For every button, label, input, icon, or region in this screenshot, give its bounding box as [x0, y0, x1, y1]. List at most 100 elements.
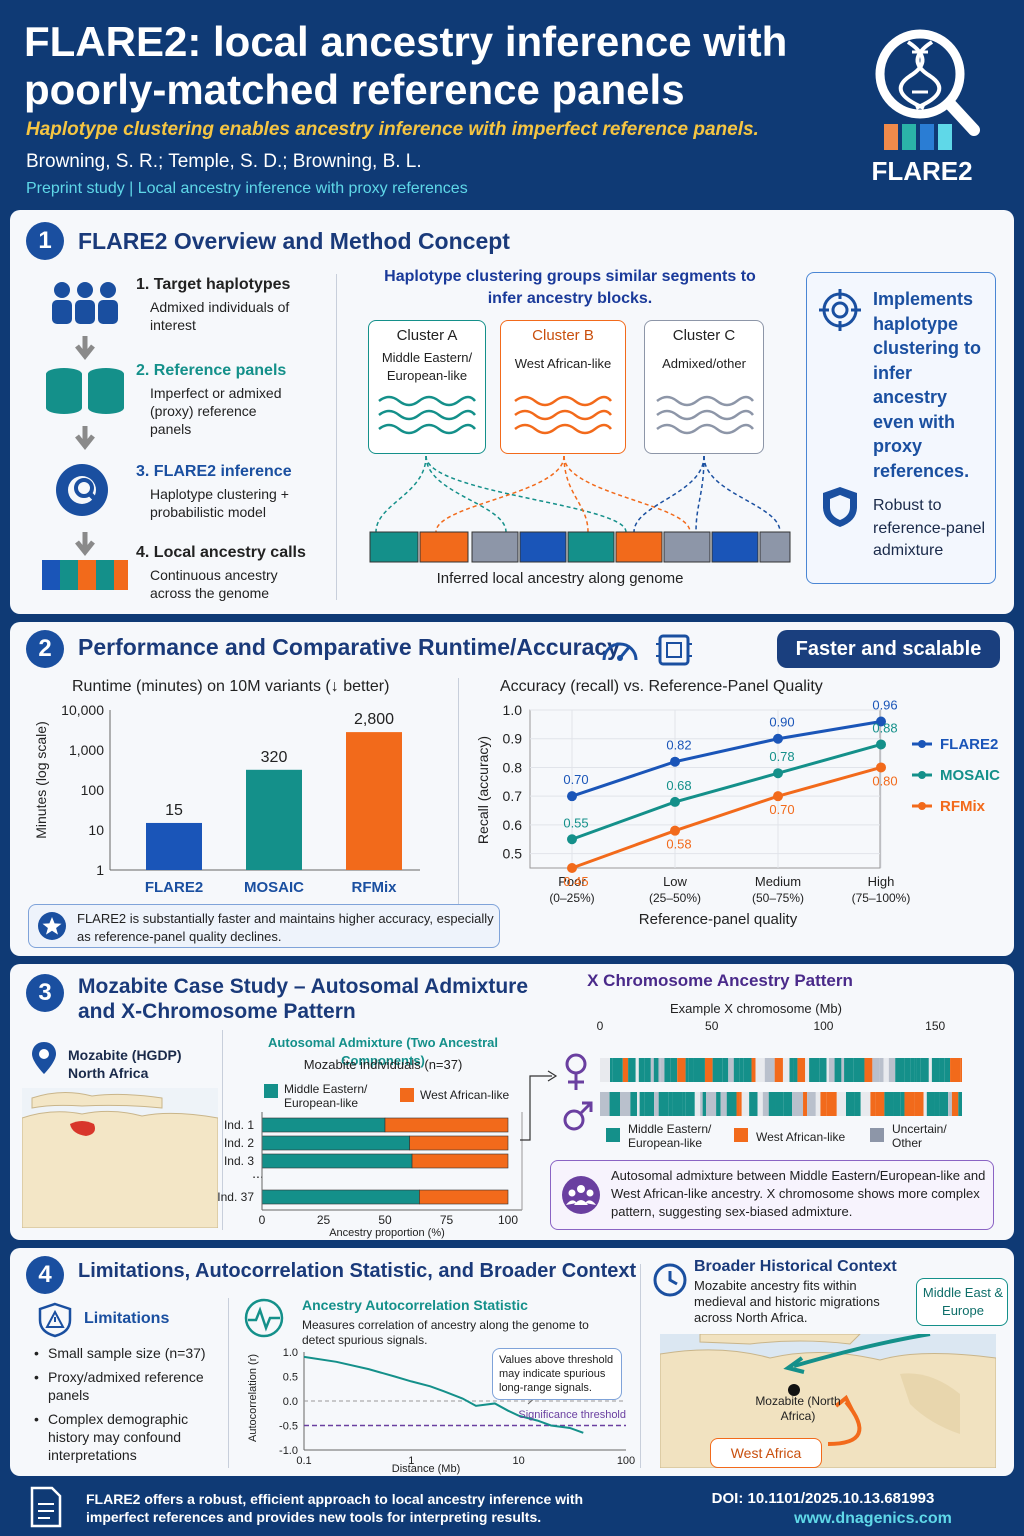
auto-x-tick: 10: [513, 1455, 525, 1467]
x-legend-label-me: Middle Eastern/ European-like: [628, 1122, 712, 1150]
accuracy-chart: Recall (accuracy) Reference-panel qualit…: [475, 700, 1000, 928]
accuracy-point-label: 0.78: [769, 749, 794, 764]
accuracy-x-range: (50–75%): [752, 891, 804, 905]
accuracy-point-label: 0.88: [872, 720, 897, 735]
auto-y-tick: 0.5: [283, 1372, 298, 1384]
auto-annotation-text: Values above threshold may indicate spur…: [499, 1354, 614, 1394]
footer-url[interactable]: www.dnagenics.com: [794, 1510, 952, 1527]
admix-x-axis-label: Ancestry proportion (%): [329, 1227, 445, 1239]
map-label: Mozabite (HGDP) North Africa: [68, 1047, 182, 1081]
cluster-c-desc: Admixed/other: [662, 356, 746, 371]
runtime-y-tick: 100: [81, 782, 105, 798]
ancestry-bar-icon: [42, 560, 128, 590]
admix-y-tick: Ind. 3: [224, 1154, 254, 1168]
accuracy-point-label: 0.96: [872, 700, 897, 712]
auto-y-tick: -1.0: [279, 1445, 298, 1457]
limitation-1: Small sample size (n=37): [48, 1345, 206, 1361]
runtime-bar: [146, 822, 202, 870]
auto-title: Ancestry Autocorrelation Statistic: [302, 1297, 528, 1313]
admix-x-tick: 25: [317, 1213, 331, 1227]
section-number: 2: [26, 630, 64, 668]
runtime-bar-value: 15: [165, 802, 183, 819]
footer-doi[interactable]: DOI: 10.1101/2025.10.13.681993: [711, 1490, 935, 1507]
divider: [222, 1030, 223, 1230]
x-callout-text: Autosomal admixture between Middle Easte…: [611, 1168, 986, 1219]
section-title: Mozabite Case Study – Autosomal Admixtur…: [78, 975, 529, 1023]
accuracy-point: [670, 825, 680, 836]
x-legend-swatch-wa: [734, 1128, 748, 1142]
legend-marker: [918, 740, 926, 748]
callout-robust-text: Robust to reference-panel admixture: [873, 497, 986, 559]
accuracy-chart-title: Accuracy (recall) vs. Reference-Panel Qu…: [500, 678, 823, 695]
context-desc: Mozabite ancestry fits within medieval a…: [694, 1278, 880, 1325]
runtime-bar-value: 320: [261, 749, 288, 766]
admix-x-tick: 100: [498, 1213, 518, 1227]
runtime-y-tick: 10: [88, 822, 104, 838]
callout-main-text: Implements haplotype clustering to infer…: [873, 289, 982, 481]
accuracy-point-label: 0.80: [872, 773, 897, 788]
accuracy-point: [773, 733, 783, 744]
accuracy-point: [567, 834, 577, 845]
autocorrelation-chart: Autocorrelation (r) Distance (Mb) 1.0 0.5…: [247, 1347, 635, 1475]
dna-magnifier-logo-icon: [875, 29, 980, 150]
x-callout: Autosomal admixture between Middle Easte…: [550, 1160, 994, 1230]
accuracy-x-range: (75–100%): [852, 891, 911, 905]
wave-icon: [378, 395, 476, 435]
runtime-x-tick: FLARE2: [145, 879, 203, 896]
x-chrom-title: X Chromosome Ancestry Pattern: [587, 971, 853, 990]
section-limitations: 4 Limitations, Autocorrelation Statistic…: [10, 1248, 1014, 1476]
admix-chart-title: Autosomal Admixture (Two Ancestral Compo…: [268, 1035, 498, 1068]
section-number: 4: [26, 1256, 64, 1294]
admix-bar-segment: [409, 1135, 509, 1151]
divider: [640, 1264, 641, 1468]
auto-desc: Measures correlation of ancestry along t…: [302, 1318, 589, 1347]
connector-arrow: [520, 1070, 558, 1141]
admix-gap: ...: [252, 1165, 264, 1181]
document-icon: [30, 1486, 62, 1528]
cluster-arrows: [369, 455, 791, 563]
migration-map: [660, 1334, 996, 1468]
map-me-label-box: Middle East & Europe: [916, 1278, 1008, 1326]
admix-bar-segment: [261, 1117, 386, 1133]
admix-bar-segment: [411, 1153, 509, 1169]
auto-y-tick: -0.5: [279, 1421, 298, 1433]
threshold-label: Significance threshold: [518, 1409, 626, 1421]
accuracy-y-tick: 1.0: [503, 702, 523, 718]
admix-x-tick: 75: [440, 1213, 454, 1227]
people-icon: [52, 282, 118, 324]
limitations-title: Limitations: [84, 1310, 170, 1327]
admix-bar-segment: [261, 1153, 413, 1169]
runtime-bar: [346, 732, 402, 870]
accuracy-point-label: 0.68: [666, 778, 691, 793]
bullet: •: [34, 1411, 39, 1427]
accuracy-x-tick: Medium: [755, 874, 801, 889]
speedometer-icon: [602, 642, 638, 661]
x-chrom-tick: 100: [813, 1019, 833, 1033]
divider: [458, 678, 459, 908]
accuracy-series-line: [571, 766, 882, 870]
wave-icon: [514, 395, 612, 435]
admix-y-tick: Ind. 37: [217, 1190, 254, 1204]
cluster-c-name: Cluster C: [672, 327, 736, 344]
step-3-title: 3. FLARE2 inference: [136, 463, 292, 480]
workflow-icons: [42, 282, 128, 590]
cluster-b-desc: West African-like: [514, 356, 612, 371]
accuracy-y-tick: 0.8: [503, 759, 523, 775]
authors: Browning, S. R.; Temple, S. D.; Browning…: [26, 151, 422, 172]
location-pin-icon: [32, 1042, 56, 1074]
step-4-desc: Continuous ancestry across the genome: [150, 567, 278, 601]
step-3-desc: Haplotype clustering + probabilistic mod…: [150, 486, 289, 520]
autocorrelation-line: [303, 1355, 584, 1434]
step-2-desc: Imperfect or admixed (proxy) reference p…: [150, 385, 282, 437]
accuracy-point: [773, 768, 783, 779]
map-mozabite-label: Mozabite (North Africa): [755, 1394, 841, 1423]
section-mozabite: 3 Mozabite Case Study – Autosomal Admixt…: [10, 964, 1014, 1240]
map-wa-label: West Africa: [730, 1445, 802, 1461]
logo-text: FLARE2: [871, 156, 973, 186]
map-me-label: Middle East & Europe: [922, 1285, 1004, 1318]
cluster-a-desc: Middle Eastern/ European-like: [381, 350, 473, 383]
accuracy-point-label: 0.82: [666, 738, 691, 753]
accuracy-point: [670, 756, 680, 767]
legend-swatch-me: [264, 1084, 278, 1098]
gear-search-icon: [56, 464, 108, 516]
